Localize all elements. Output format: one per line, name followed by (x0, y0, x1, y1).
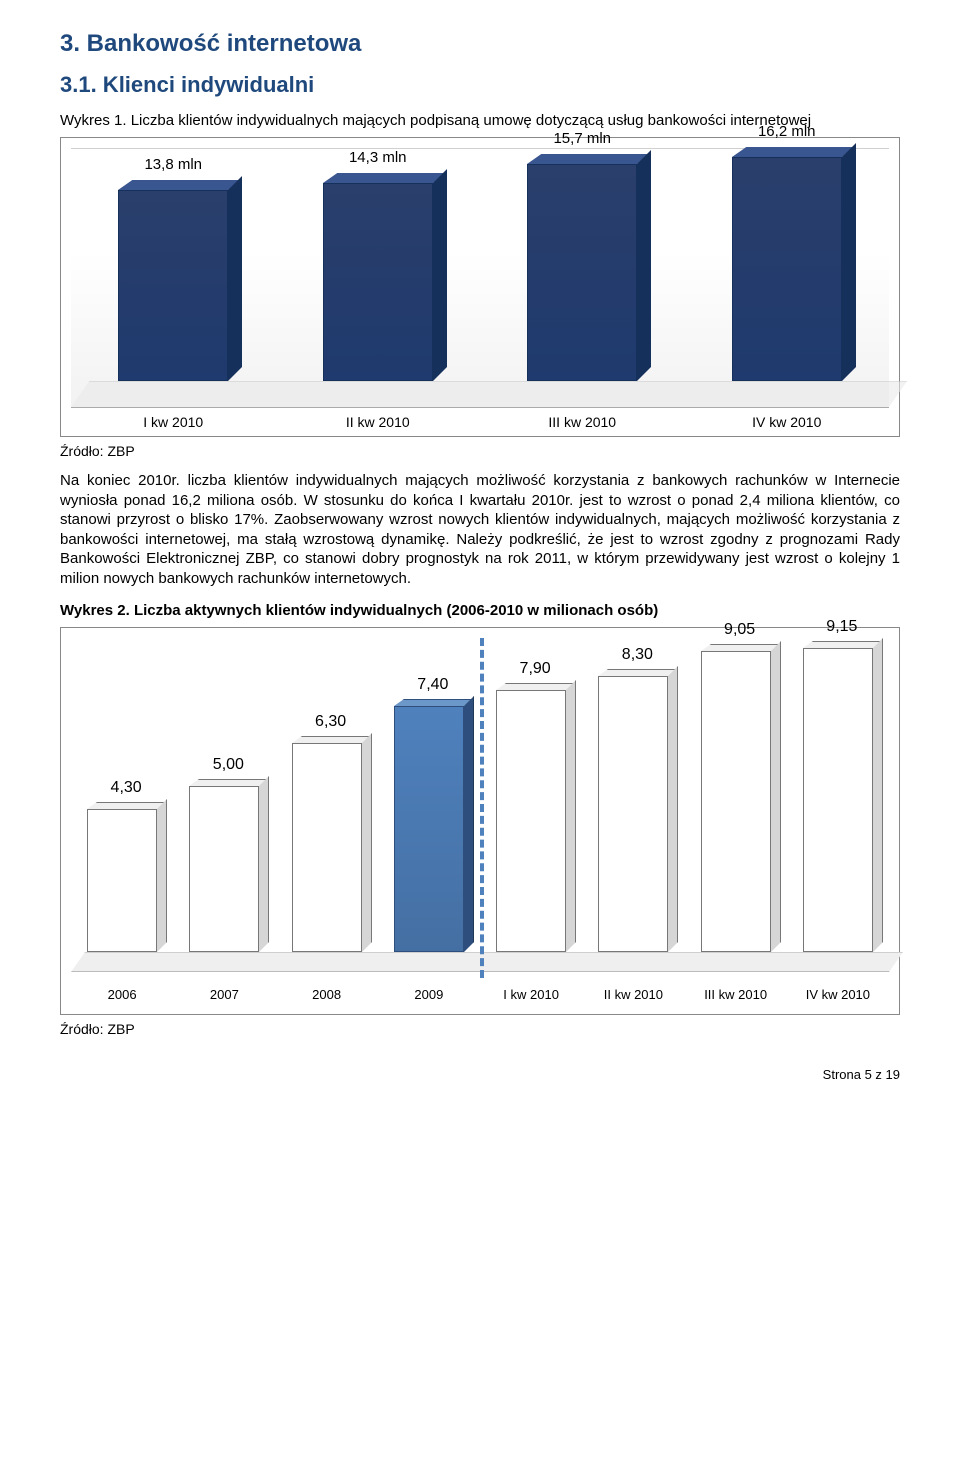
bar-front (292, 743, 362, 952)
chart1-frame: 13,8 mln 14,3 mln 15,7 mln 16,2 mln I kw 20… (60, 137, 900, 437)
bar-side (433, 169, 447, 381)
chart1-bars: 13,8 mln 14,3 mln 15,7 mln 16,2 mln (71, 159, 889, 381)
chart2-bar-label: 7,90 (490, 660, 580, 678)
bar-front (87, 809, 157, 952)
chart2-bar-label: 9,05 (695, 621, 785, 639)
bar-side (259, 776, 269, 952)
chart2-bar: 6,30 (292, 743, 362, 952)
bar-side (464, 696, 474, 952)
chart1-plot: 13,8 mln 14,3 mln 15,7 mln 16,2 mln (71, 148, 889, 408)
bar-side (637, 150, 651, 381)
chart1-bar: 16,2 mln (732, 157, 842, 381)
bar-top (394, 699, 474, 706)
bar-top (189, 779, 269, 786)
chart2-bar-label: 5,00 (183, 756, 273, 774)
bar-front (701, 651, 771, 952)
chart1-x-label: II kw 2010 (313, 414, 443, 430)
chart2-x-label: 2009 (384, 987, 474, 1002)
bar-top (732, 147, 856, 157)
chart1-x-label: IV kw 2010 (722, 414, 852, 430)
bar-top (87, 802, 167, 809)
bar-top (118, 180, 242, 190)
chart2-bar: 7,40 (394, 706, 464, 952)
bar-side (873, 638, 883, 952)
bar-side (566, 680, 576, 952)
chart2-bar-label: 9,15 (797, 618, 887, 636)
bar-top (292, 736, 372, 743)
chart2-bar: 5,00 (189, 786, 259, 952)
chart1-x-label: I kw 2010 (108, 414, 238, 430)
bar-front (803, 648, 873, 952)
chart1-bar-label: 15,7 mln (527, 130, 637, 147)
chart1-bar: 14,3 mln (323, 183, 433, 381)
chart1-bar-label: 16,2 mln (732, 123, 842, 140)
chart1-x-label: III kw 2010 (517, 414, 647, 430)
figure2-label: Wykres 2. Liczba aktywnych klientów indy… (60, 602, 900, 619)
chart2-x-axis: 2006 2007 2008 2009 I kw 2010 II kw 2010 III k… (71, 987, 889, 1002)
bar-side (157, 799, 167, 952)
bar-side (228, 176, 242, 381)
bar-top (701, 644, 781, 651)
bar-front (118, 190, 228, 381)
chart2-bar-label: 4,30 (81, 779, 171, 797)
chart2-bar: 9,15 (803, 648, 873, 952)
chart1-floor (71, 381, 907, 407)
chart2-floor (71, 952, 903, 972)
bar-front (496, 690, 566, 952)
bar-side (842, 143, 856, 381)
chart2-bar-label: 8,30 (592, 646, 682, 664)
chart2-x-label: 2006 (77, 987, 167, 1002)
bar-front (527, 164, 637, 381)
bar-front (189, 786, 259, 952)
chart2-bar: 9,05 (701, 651, 771, 952)
chart2-source: Źródło: ZBP (60, 1021, 900, 1037)
bar-top (323, 173, 447, 183)
bar-side (771, 641, 781, 952)
chart2-x-label: I kw 2010 (486, 987, 576, 1002)
chart1-bar: 13,8 mln (118, 190, 228, 381)
chart2-x-label: III kw 2010 (691, 987, 781, 1002)
bar-top (598, 669, 678, 676)
subsection-title: 3.1. Klienci indywidualni (60, 72, 900, 98)
chart2-x-label: II kw 2010 (588, 987, 678, 1002)
chart2-x-label: IV kw 2010 (793, 987, 883, 1002)
body-text: Na koniec 2010r. liczba klientów indywid… (60, 471, 900, 588)
chart2-bar: 4,30 (87, 809, 157, 952)
chart2-plot: 4,305,006,307,407,908,309,059,15 2006200… (71, 638, 889, 1008)
bar-front (598, 676, 668, 952)
chart2-bar: 8,30 (598, 676, 668, 952)
bar-front (323, 183, 433, 381)
chart2-bar-label: 6,30 (286, 713, 376, 731)
chart2-bar-label: 7,40 (388, 676, 478, 694)
chart1-bar: 15,7 mln (527, 164, 637, 381)
chart1-x-axis: I kw 2010 II kw 2010 III kw 2010 IV kw 2010 (71, 408, 889, 430)
chart2-frame: 4,305,006,307,407,908,309,059,15 2006200… (60, 627, 900, 1015)
bar-top (527, 154, 651, 164)
bar-side (362, 733, 372, 952)
bar-top (496, 683, 576, 690)
chart2-x-label: 2008 (282, 987, 372, 1002)
bar-front (394, 706, 464, 952)
chart1-source: Źródło: ZBP (60, 443, 900, 459)
chart1-bar-label: 13,8 mln (118, 156, 228, 173)
bar-side (668, 666, 678, 952)
chart2-divider (480, 638, 484, 978)
bar-top (803, 641, 883, 648)
chart2-x-label: 2007 (179, 987, 269, 1002)
bar-front (732, 157, 842, 381)
page-footer: Strona 5 z 19 (60, 1067, 900, 1082)
chart2-bar: 7,90 (496, 690, 566, 952)
chart1-bar-label: 14,3 mln (323, 149, 433, 166)
section-title: 3. Bankowość internetowa (60, 30, 900, 58)
